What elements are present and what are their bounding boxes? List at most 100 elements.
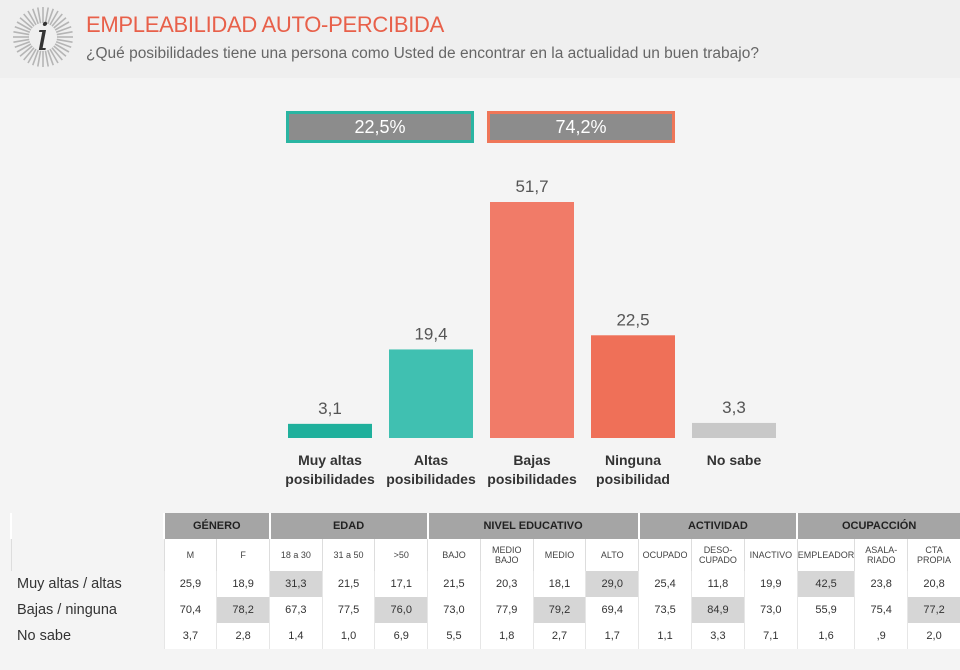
column-header: F (216, 539, 270, 571)
column-header: BAJO (427, 539, 481, 571)
column-header: ASALA- RIADO (854, 539, 908, 571)
table-row: No sabe 3,7 2,8 1,4 1,0 6,9 5,5 1,8 2,7 1,7 1,1 3,3… (11, 623, 960, 649)
row-label: No sabe (17, 628, 72, 644)
bar-3 (591, 335, 675, 438)
table-cell: 29,0 (585, 571, 639, 597)
column-header: MEDIO BAJO (479, 539, 534, 571)
category-label: No sabe (707, 452, 762, 468)
group-header: GÉNERO (163, 513, 270, 539)
table-cell: 75,4 (854, 597, 908, 623)
table-cell: 73,0 (427, 597, 481, 623)
group-header: NIVEL EDUCATIVO (426, 513, 639, 539)
table-cell: 73,5 (638, 597, 692, 623)
table-cell: 1,4 (269, 623, 323, 649)
table-cell: 20,3 (479, 571, 534, 597)
table-cell: 1,6 (796, 623, 855, 649)
column-header: M (163, 539, 217, 571)
column-header: MEDIO (532, 539, 586, 571)
bar-value-label: 3,1 (318, 399, 342, 418)
table-cell: 84,9 (691, 597, 745, 623)
bar-value-label: 3,3 (722, 398, 746, 417)
table-cell: ,9 (854, 623, 908, 649)
row-label: Bajas / ninguna (17, 602, 117, 618)
header-bar: i EMPLEABILIDAD AUTO-PERCIBIDA ¿Qué posi… (0, 0, 960, 78)
table-cell: 1,1 (638, 623, 692, 649)
blank-cell (10, 539, 165, 571)
table-cell: 25,9 (163, 571, 217, 597)
table-cell: 25,4 (638, 571, 692, 597)
table-cell: 18,1 (532, 571, 586, 597)
bar-2 (490, 202, 574, 438)
positive-total-badge: 22,5% (286, 111, 474, 143)
blank-cell (9, 513, 165, 539)
column-header: OCUPADO (638, 539, 692, 571)
table-cell: 1,0 (321, 623, 375, 649)
table-cell: 79,2 (532, 597, 586, 623)
category-label: Ninguna (605, 452, 661, 468)
info-icon: i (13, 7, 73, 67)
table-cell: 55,9 (796, 597, 855, 623)
bar-4 (692, 422, 776, 438)
category-label: Altas (414, 452, 448, 468)
page-subtitle: ¿Qué posibilidades tiene una persona com… (86, 45, 759, 62)
bar-chart: 3,1 Muy altas posibilidades 19,4 Altas posibi… (285, 177, 776, 487)
table-cell: 77,5 (321, 597, 375, 623)
table-cell: 19,9 (743, 571, 798, 597)
bar-value-label: 19,4 (414, 324, 447, 343)
table-cell: 2,7 (532, 623, 586, 649)
category-label: posibilidad (596, 471, 670, 487)
table-cell: 1,8 (479, 623, 534, 649)
table-cell: 17,1 (374, 571, 428, 597)
table-cell: 11,8 (691, 571, 745, 597)
main-panel: 22,5% 74,2% 3,1 Muy altas posibilidades 19,… (0, 78, 960, 670)
table-row: Muy altas / altas 25,9 18,9 31,3 21,5 17,1 21,… (11, 571, 960, 597)
table-cell: 18,9 (216, 571, 270, 597)
page-title: EMPLEABILIDAD AUTO-PERCIBIDA (86, 12, 444, 37)
column-header: CTA PROPIA (907, 539, 960, 571)
table-cell: 77,9 (479, 597, 534, 623)
column-header: DESO- CUPADO (691, 539, 745, 571)
table-cell: 6,9 (374, 623, 428, 649)
table-cell: 77,2 (907, 597, 960, 623)
category-label: posibilidades (285, 471, 375, 487)
category-label: Bajas (513, 452, 551, 468)
table-cell: 76,0 (374, 597, 428, 623)
column-header: ALTO (585, 539, 639, 571)
category-label: Muy altas (298, 452, 362, 468)
table-cell: 3,3 (691, 623, 745, 649)
table-cell: 3,7 (163, 623, 217, 649)
negative-total-badge: 74,2% (487, 111, 675, 143)
table-cell: 2,0 (907, 623, 960, 649)
column-header: INACTIVO (743, 539, 798, 571)
table-cell: 67,3 (269, 597, 323, 623)
table-cell: 31,3 (269, 571, 323, 597)
table-cell: 23,8 (854, 571, 908, 597)
table-cell: 69,4 (585, 597, 639, 623)
table-cell: 7,1 (743, 623, 798, 649)
table-cell: 70,4 (163, 597, 217, 623)
crosstab-table: GÉNERO EDAD NIVEL EDUCATIVO ACTIVIDAD OCUPAC… (9, 513, 960, 649)
column-header: 18 a 30 (269, 539, 323, 571)
column-header-row: M F 18 a 30 31 a 50 >50 BAJO MEDIO BAJO MEDIO ALT… (10, 539, 960, 571)
table-cell: 73,0 (743, 597, 798, 623)
group-header: EDAD (268, 513, 428, 539)
table-cell: 20,8 (907, 571, 960, 597)
group-header-row: GÉNERO EDAD NIVEL EDUCATIVO ACTIVIDAD OCUPAC… (9, 513, 960, 539)
table-cell: 5,5 (427, 623, 481, 649)
bar-0 (288, 423, 372, 438)
table-cell: 42,5 (796, 571, 855, 597)
bar-value-label: 51,7 (515, 177, 548, 196)
bar-1 (389, 349, 473, 438)
bar-value-label: 22,5 (616, 310, 649, 329)
category-label: posibilidades (487, 471, 577, 487)
table-cell: 1,7 (585, 623, 639, 649)
row-label: Muy altas / altas (17, 576, 122, 592)
column-header: EMPLEADOR (796, 539, 855, 571)
group-header: ACTIVIDAD (637, 513, 798, 539)
group-header: OCUPACCIÓN (796, 513, 960, 539)
table-cell: 2,8 (216, 623, 270, 649)
table-cell: 21,5 (321, 571, 375, 597)
column-header: >50 (374, 539, 428, 571)
svg-text:i: i (37, 15, 49, 59)
table-row: Bajas / ninguna 70,4 78,2 67,3 77,5 76,0 73,0 7… (11, 597, 960, 623)
